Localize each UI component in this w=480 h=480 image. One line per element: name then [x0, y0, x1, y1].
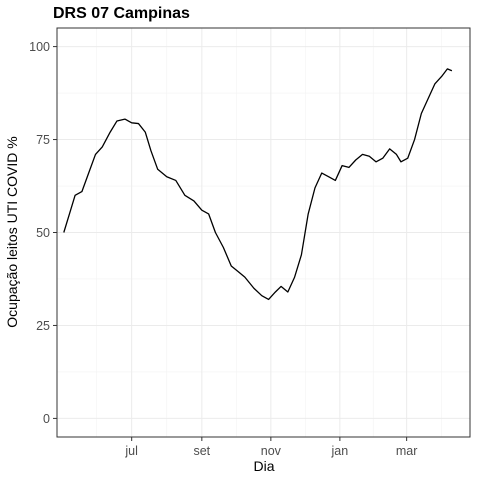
y-tick-label: 50: [36, 226, 50, 240]
x-tick-label: jan: [331, 444, 349, 458]
plot-panel: [56, 27, 471, 438]
x-axis-label: Dia: [253, 458, 274, 474]
y-tick-label: 100: [29, 40, 50, 54]
y-tick-label: 25: [36, 319, 50, 333]
x-tick-label: jul: [124, 444, 138, 458]
chart-title: DRS 07 Campinas: [53, 5, 190, 22]
y-axis-label: Ocupação leitos UTI COVID %: [4, 136, 20, 327]
x-tick-label: mar: [396, 444, 418, 458]
y-axis: 0 25 50 75 100: [29, 40, 57, 426]
y-tick-label: 75: [36, 133, 50, 147]
x-tick-label: set: [193, 444, 210, 458]
x-axis: jul set nov jan mar: [124, 437, 417, 458]
series-line: [63, 68, 453, 301]
x-tick-label: nov: [261, 444, 282, 458]
y-tick-label: 0: [43, 412, 50, 426]
grid-major: [57, 28, 470, 437]
